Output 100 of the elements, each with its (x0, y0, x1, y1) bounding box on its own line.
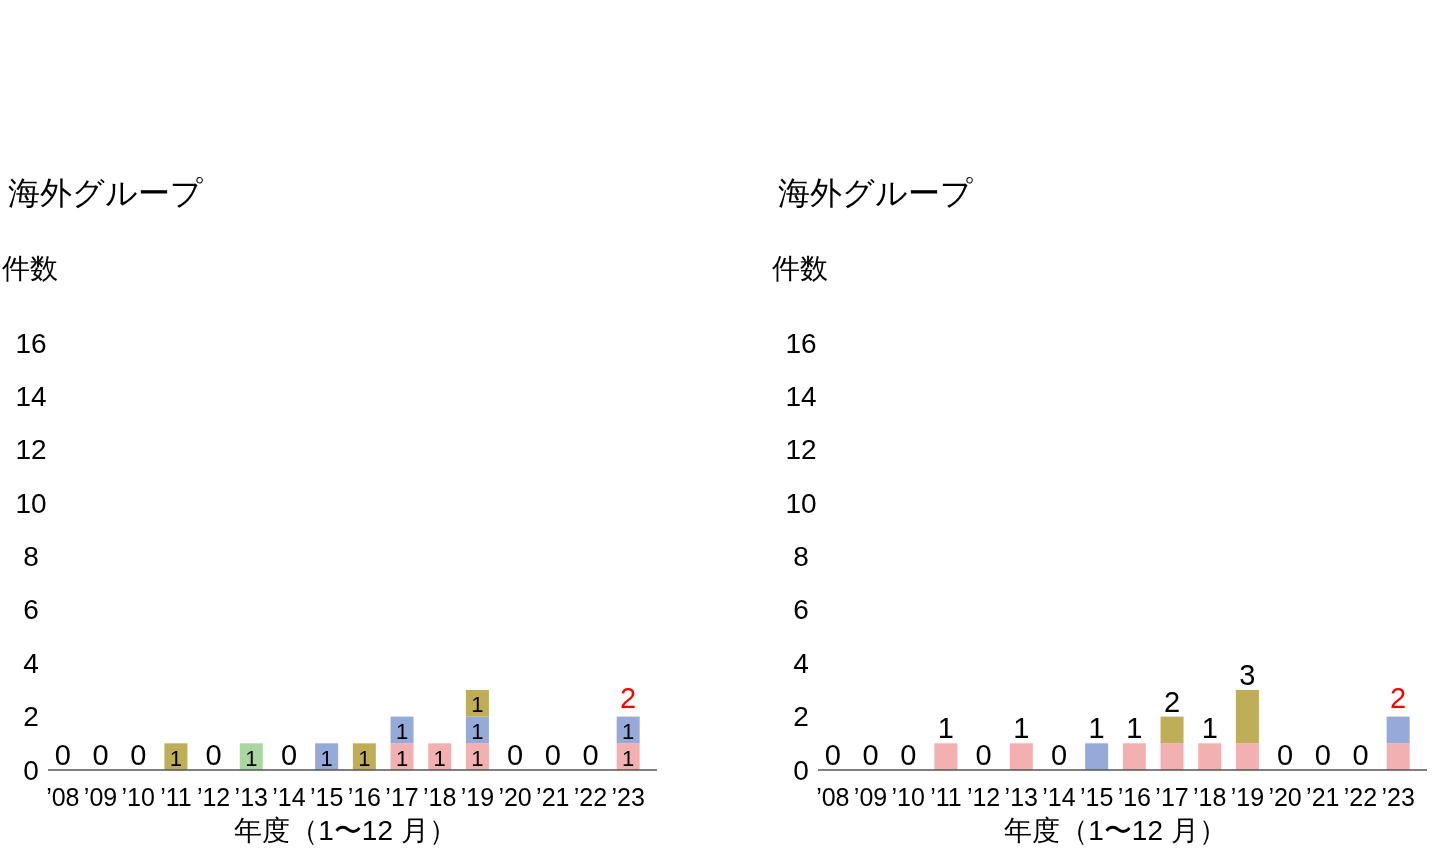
total-label: 1 (1201, 712, 1218, 745)
x-tick-label: ’23 (611, 783, 645, 811)
x-tick-label: ’09 (853, 783, 888, 811)
x-tick-label: ’18 (423, 783, 457, 811)
chart-title: 海外グループ (778, 175, 973, 211)
x-tick-label: ’22 (1343, 783, 1378, 811)
x-tick-label: ’16 (347, 783, 382, 811)
data-label: 1 (245, 745, 258, 771)
y-tick-label: 0 (23, 754, 39, 786)
x-tick-label: ’09 (83, 783, 118, 811)
annotation: 2 (620, 681, 637, 714)
y-axis-title: 件数 (2, 252, 58, 284)
data-label: 1 (358, 745, 371, 771)
total-label: 0 (1277, 739, 1294, 771)
x-tick-label: ’14 (272, 783, 306, 811)
x-tick-label: ’17 (385, 783, 419, 811)
y-tick-label: 10 (785, 487, 817, 519)
total-label: 0 (130, 739, 147, 771)
x-axis-title: 年度（1〜12 月） (1004, 814, 1227, 846)
total-label: 0 (1314, 739, 1331, 771)
bar (1235, 689, 1259, 744)
total-label: 0 (54, 739, 71, 771)
x-tick-label: ’10 (891, 783, 925, 811)
x-tick-label: ’16 (1117, 783, 1152, 811)
bar (1235, 743, 1259, 770)
y-tick-label: 14 (15, 380, 47, 412)
x-tick-label: ’13 (234, 783, 268, 811)
y-tick-label: 12 (15, 434, 47, 466)
x-tick-label: ’23 (1381, 783, 1415, 811)
y-tick-label: 16 (785, 327, 817, 359)
x-tick-label: ’17 (1155, 783, 1189, 811)
data-label: 1 (395, 745, 409, 771)
bar (1122, 743, 1146, 770)
x-tick-label: ’18 (1193, 783, 1227, 811)
bar (1009, 743, 1033, 770)
x-tick-label: ’21 (536, 783, 570, 811)
x-tick-label: ’10 (121, 783, 155, 811)
total-label: 0 (92, 739, 109, 771)
data-label: 1 (622, 745, 635, 771)
data-label: 1 (169, 745, 183, 771)
x-tick-label: ’14 (1042, 783, 1076, 811)
total-label: 0 (975, 739, 992, 771)
annotation: 2 (1390, 681, 1407, 714)
x-tick-label: ’11 (930, 783, 962, 811)
data-label: 1 (471, 691, 484, 717)
total-label: 3 (1239, 658, 1256, 691)
y-tick-label: 8 (23, 541, 39, 572)
data-label: 1 (395, 718, 409, 744)
y-tick-label: 16 (15, 327, 47, 359)
y-tick-label: 4 (23, 647, 39, 679)
x-tick-label: ’13 (1004, 783, 1038, 811)
bar (465, 689, 489, 717)
bar (1160, 743, 1184, 770)
total-label: 1 (1126, 712, 1143, 745)
y-tick-label: 14 (785, 380, 817, 412)
bar (1386, 716, 1410, 744)
x-axis-title: 年度（1〜12 月） (234, 814, 457, 846)
y-tick-label: 12 (785, 434, 817, 466)
data-label: 1 (622, 718, 635, 744)
data-label: 1 (320, 745, 333, 771)
total-label: 0 (582, 739, 599, 771)
y-tick-label: 4 (793, 647, 809, 679)
total-label: 1 (1013, 712, 1030, 745)
total-label: 0 (900, 739, 917, 771)
y-axis-title: 件数 (772, 252, 828, 284)
total-label: 0 (824, 739, 841, 771)
y-tick-label: 8 (793, 541, 809, 572)
x-tick-label: ’15 (309, 783, 344, 811)
y-tick-label: 2 (793, 701, 809, 733)
x-tick-label: ’22 (573, 783, 608, 811)
x-tick-label: ’15 (1079, 783, 1114, 811)
y-tick-label: 6 (793, 594, 809, 626)
y-tick-label: 10 (15, 487, 47, 519)
x-tick-label: ’21 (1306, 783, 1340, 811)
chart-title: 海外グループ (8, 175, 203, 211)
data-label: 1 (471, 718, 484, 744)
total-label: 1 (937, 712, 954, 745)
total-label: 0 (1352, 739, 1369, 771)
x-tick-label: ’20 (498, 783, 532, 811)
total-label: 0 (1050, 739, 1068, 771)
x-tick-label: ’12 (196, 783, 231, 811)
bar (1160, 716, 1184, 744)
x-tick-label: ’11 (160, 783, 192, 811)
y-tick-label: 0 (793, 754, 809, 786)
total-label: 0 (862, 739, 879, 771)
x-tick-label: ’08 (816, 783, 850, 811)
total-label: 2 (1163, 685, 1181, 718)
bar (1198, 743, 1222, 770)
x-tick-label: ’19 (1230, 783, 1265, 811)
x-tick-label: ’19 (460, 783, 495, 811)
x-tick-label: ’12 (966, 783, 1001, 811)
data-label: 1 (433, 745, 446, 771)
total-label: 0 (205, 739, 222, 771)
x-tick-label: ’20 (1268, 783, 1302, 811)
bar (1386, 743, 1410, 770)
y-tick-label: 6 (23, 594, 39, 626)
y-tick-label: 2 (23, 701, 39, 733)
bar (934, 743, 958, 770)
x-tick-label: ’08 (46, 783, 80, 811)
total-label: 0 (507, 739, 524, 771)
